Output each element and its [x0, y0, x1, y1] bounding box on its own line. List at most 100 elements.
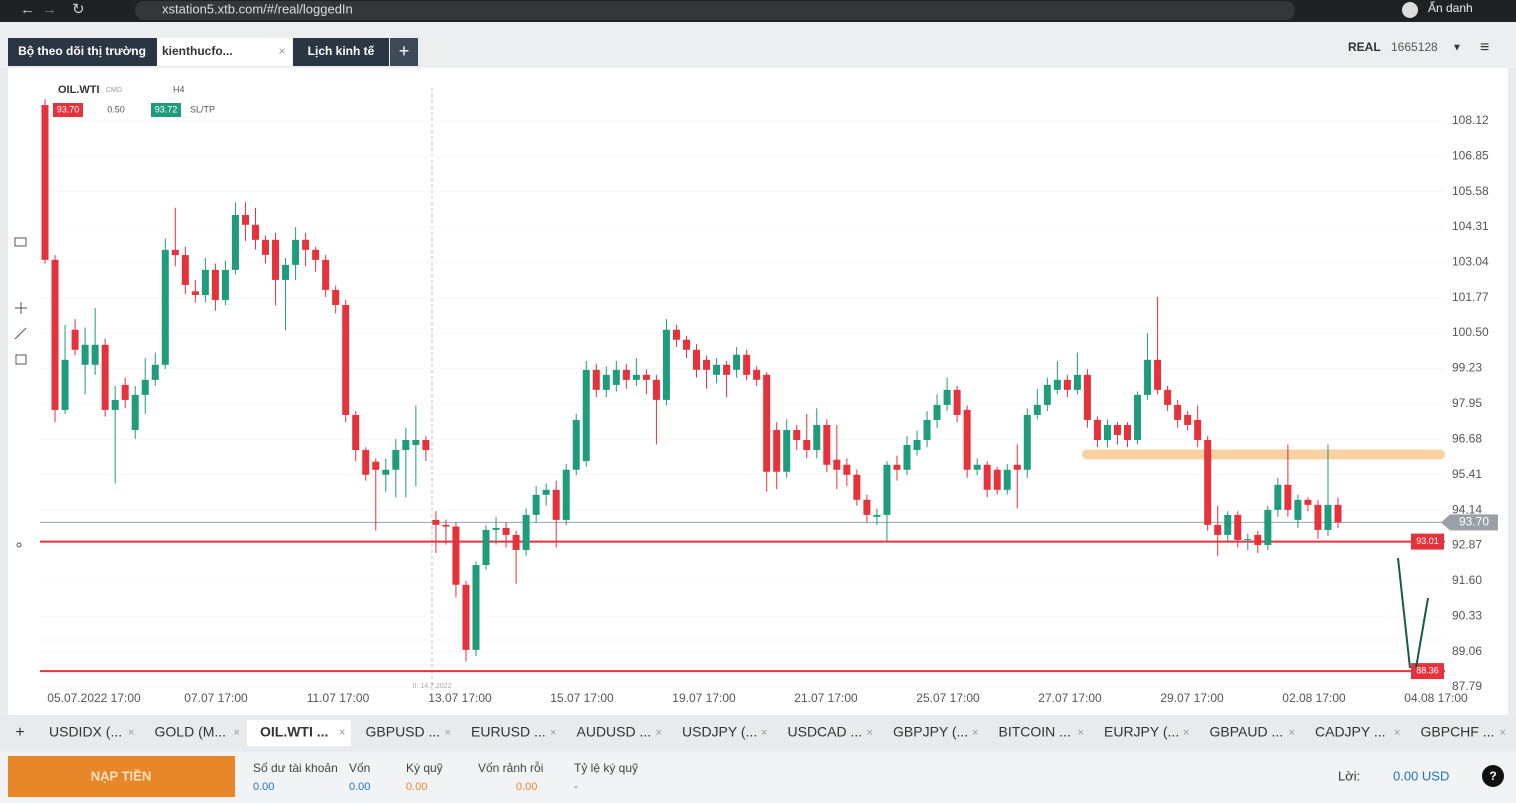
instrument-close[interactable]: × — [1289, 727, 1295, 739]
candle-body — [612, 369, 620, 385]
tab[interactable] — [293, 38, 389, 66]
price-tag-label: 88.36 — [1416, 665, 1439, 675]
tab[interactable] — [8, 38, 157, 66]
candle-body — [983, 464, 991, 490]
candle-body — [392, 450, 400, 470]
instrument-tab[interactable] — [1196, 720, 1301, 746]
instrument-label: GBPAUD ... — [1210, 724, 1284, 740]
symbol-group: CMD — [106, 87, 122, 94]
candle-body — [1063, 379, 1071, 390]
address-bar[interactable] — [135, 1, 1295, 20]
instrument-close[interactable]: × — [339, 727, 345, 739]
interval[interactable]: H4 — [173, 84, 185, 94]
forward-button[interactable]: → — [42, 1, 57, 18]
instrument-close[interactable]: × — [761, 727, 767, 739]
instrument-close[interactable]: × — [867, 727, 873, 739]
candle-body — [632, 374, 640, 380]
instrument-tab[interactable] — [247, 720, 351, 746]
back-button[interactable]: ← — [20, 1, 35, 18]
candle-body — [532, 494, 540, 515]
candle-body — [472, 564, 480, 650]
field-value: - — [574, 781, 578, 793]
y-tick-label: 108.12 — [1452, 113, 1489, 127]
instrument-tab[interactable] — [458, 720, 562, 746]
instrument-tab[interactable] — [36, 720, 140, 746]
instrument-close[interactable]: × — [445, 727, 451, 739]
chart-panel — [8, 68, 1508, 715]
x-tick-label: 27.07 17:00 — [1038, 691, 1102, 705]
tool-icon[interactable] — [16, 542, 22, 548]
time-marker-label: II: 14.7.2022 — [413, 683, 452, 690]
candle-body — [1113, 424, 1121, 435]
instrument-close[interactable]: × — [1394, 727, 1400, 739]
instrument-label: USDIDX (... — [49, 724, 122, 740]
reload-button[interactable]: ↻ — [72, 1, 85, 18]
candle-body — [693, 349, 701, 370]
price-tag-arrow — [1441, 514, 1450, 531]
sell-button[interactable] — [53, 103, 83, 117]
candle-body — [442, 524, 450, 527]
tool-icon[interactable] — [14, 237, 27, 247]
candle-body — [913, 439, 921, 451]
add-tab[interactable] — [390, 38, 418, 66]
instrument-tab[interactable] — [352, 720, 457, 746]
instrument-tab[interactable] — [774, 720, 879, 746]
instrument-tab[interactable] — [880, 720, 984, 746]
candle-body — [191, 291, 199, 295]
tab[interactable] — [157, 38, 292, 66]
left-toolbar — [14, 237, 27, 548]
candle-body — [1244, 539, 1252, 541]
candle-body — [512, 534, 520, 550]
instrument-close[interactable]: × — [550, 727, 556, 739]
tool-icon[interactable] — [14, 327, 27, 340]
sltp[interactable]: SL/TP — [190, 104, 215, 114]
candle-body — [1073, 374, 1081, 390]
instrument-close[interactable]: × — [1500, 727, 1506, 739]
account-dropdown[interactable]: ▼ — [1452, 43, 1462, 54]
instrument-tab[interactable] — [141, 720, 246, 746]
candle-body — [1224, 514, 1232, 535]
instrument-tab[interactable] — [1302, 720, 1406, 746]
instrument-tab[interactable] — [1091, 720, 1195, 746]
menu-button[interactable]: ≡ — [1480, 39, 1489, 56]
instrument-tab[interactable] — [1407, 720, 1512, 746]
candle-body — [51, 259, 59, 410]
candle-body — [843, 464, 851, 475]
instrument-tab[interactable] — [669, 720, 773, 746]
deposit-button[interactable] — [8, 756, 235, 797]
instrument-close[interactable]: × — [128, 727, 134, 739]
candle-body — [482, 529, 490, 565]
help-button[interactable] — [1482, 765, 1504, 787]
instrument-close[interactable]: × — [234, 727, 240, 739]
field-value: 0.00 — [349, 781, 370, 793]
instrument-close[interactable]: × — [1183, 727, 1189, 739]
instrument-tab[interactable] — [563, 720, 668, 746]
buy-button[interactable] — [151, 103, 181, 117]
instrument-tab[interactable] — [985, 720, 1090, 746]
candle-body — [572, 419, 580, 470]
instrument-close[interactable]: × — [656, 727, 662, 739]
add-instrument[interactable]: + — [15, 724, 24, 741]
close-tab[interactable]: × — [278, 44, 285, 58]
tool-icon[interactable] — [15, 354, 27, 365]
candle-body — [1033, 404, 1041, 415]
candle-body — [1274, 484, 1282, 510]
candle-body — [292, 239, 300, 265]
x-tick-label: 21.07 17:00 — [794, 691, 858, 705]
candle-body — [883, 464, 891, 515]
instrument-close[interactable]: × — [972, 727, 978, 739]
candle-body — [813, 424, 821, 451]
instrument-label: BITCOIN ... — [999, 724, 1071, 740]
profit-value: 0.00 USD — [1393, 768, 1449, 783]
candle-body — [783, 429, 791, 472]
candle-body — [81, 344, 89, 365]
field-value: 0.00 — [406, 781, 427, 793]
instrument-close[interactable]: × — [1078, 727, 1084, 739]
candle-body — [1053, 379, 1061, 390]
candle-body — [542, 489, 550, 495]
profile-icon[interactable] — [1402, 2, 1418, 18]
candle-body — [733, 354, 741, 370]
candle-body — [522, 514, 530, 550]
candle-body — [1023, 414, 1031, 470]
candle-body — [382, 469, 390, 475]
